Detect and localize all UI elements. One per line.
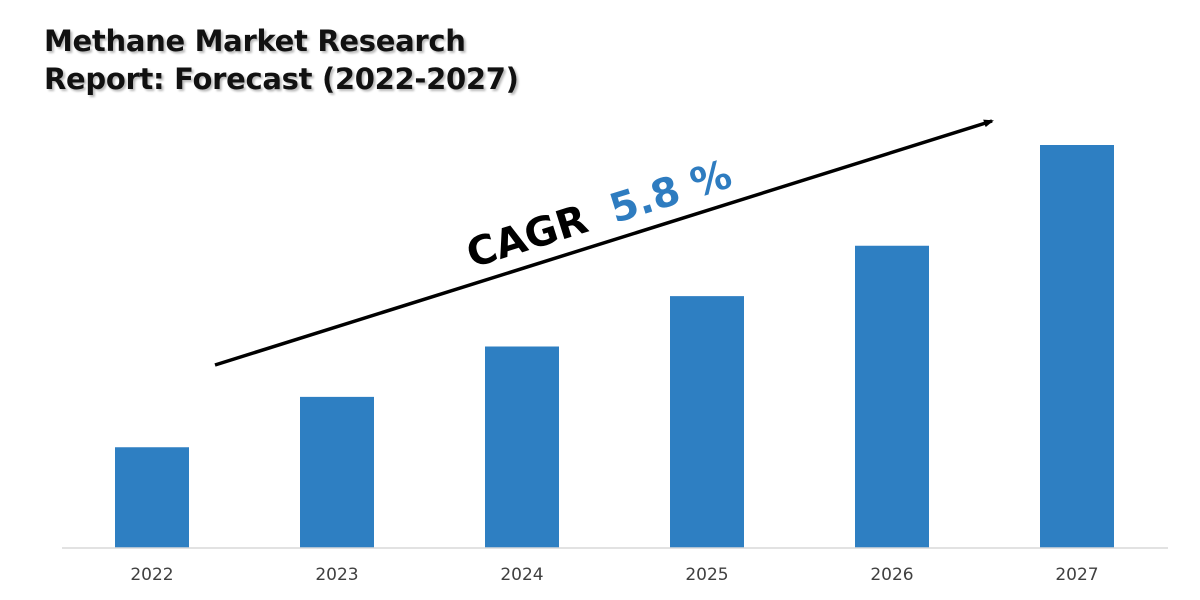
bar-2026	[855, 245, 929, 548]
x-tick-2025: 2025	[685, 565, 728, 585]
x-tick-2023: 2023	[315, 565, 358, 585]
x-tick-2026: 2026	[870, 565, 913, 585]
bar-2025	[670, 296, 744, 548]
bar-2022	[115, 447, 189, 548]
bar-2027	[1040, 145, 1114, 548]
bar-2023	[300, 396, 374, 548]
growth-arrow	[214, 119, 994, 367]
x-tick-labels: 2022 2023 2024 2025 2026 2027	[130, 565, 1098, 585]
x-tick-2024: 2024	[500, 565, 543, 585]
x-tick-2027: 2027	[1055, 565, 1098, 585]
bar-2024	[485, 346, 559, 548]
x-tick-2022: 2022	[130, 565, 173, 585]
bars-group	[115, 145, 1114, 548]
title-line-1: Methane Market Research	[44, 24, 466, 58]
chart-title: Methane Market Research Report: Forecast…	[44, 22, 519, 98]
title-line-2: Report: Forecast (2022-2027)	[44, 62, 519, 96]
